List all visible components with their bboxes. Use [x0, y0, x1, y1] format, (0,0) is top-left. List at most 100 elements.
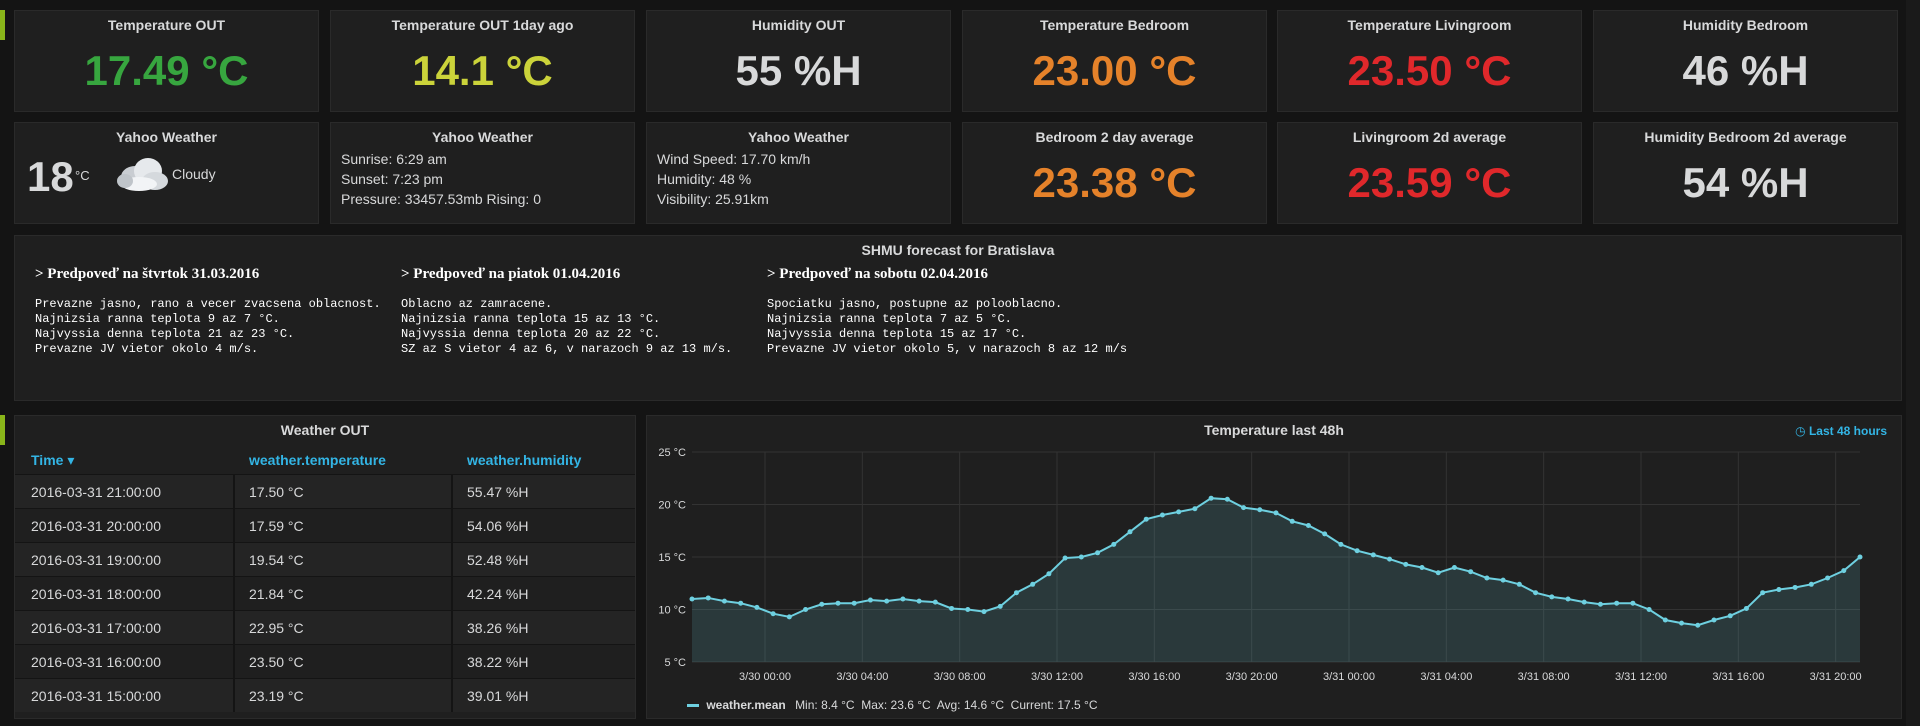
x-tick-label: 3/30 08:00	[934, 671, 986, 683]
data-point	[803, 607, 809, 612]
forecast-line: Najnizsia ranna teplota 7 az 5 °C.	[767, 312, 1012, 326]
stat-value: 46 %H	[1682, 47, 1809, 94]
data-point	[1841, 568, 1847, 574]
column-header-label: Time	[31, 452, 64, 468]
series-area	[692, 498, 1860, 662]
data-point	[1078, 554, 1084, 560]
column-header-temperature[interactable]: weather.temperature	[249, 452, 386, 468]
data-point	[1241, 505, 1247, 511]
table-row: 2016-03-31 19:00:00 19.54 °C 52.48 %H	[15, 542, 635, 576]
data-point	[1468, 569, 1474, 575]
data-point	[1387, 556, 1393, 562]
x-tick-label: 3/30 04:00	[836, 671, 888, 683]
x-tick-label: 3/31 08:00	[1518, 671, 1570, 683]
table-cell: 2016-03-31 20:00:00	[31, 518, 161, 534]
panel-title: Yahoo Weather	[116, 129, 217, 145]
forecast-line: Najvyssia denna teplota 20 az 22 °C.	[401, 327, 661, 341]
data-point	[867, 597, 873, 603]
scrollbar[interactable]	[1906, 0, 1920, 726]
data-point	[1192, 506, 1198, 512]
row-marker[interactable]	[0, 415, 5, 445]
time-range-link[interactable]: ◷ Last 48 hours	[1795, 424, 1887, 438]
data-point	[705, 595, 711, 601]
forecast-heading: > Predpoveď na štvrtok 31.03.2016	[35, 266, 260, 282]
table-cell: 17.50 °C	[249, 484, 304, 500]
x-tick-label: 3/31 00:00	[1323, 671, 1375, 683]
data-point	[738, 600, 744, 606]
stat-value: 23.59 °C	[1347, 159, 1512, 206]
stat-panel: Temperature Livingroom 23.50 °C	[1277, 10, 1582, 112]
data-point	[997, 603, 1003, 609]
stat-panel: Temperature Bedroom 23.00 °C	[962, 10, 1267, 112]
column-divider	[233, 577, 235, 610]
data-point	[1581, 599, 1587, 605]
column-header-humidity[interactable]: weather.humidity	[467, 452, 582, 468]
stat-value: 23.00 °C	[1032, 47, 1197, 94]
stat-value: 55 %H	[735, 47, 862, 94]
temperature-chart[interactable]: 5 °C 10 °C 15 °C 20 °C 25 °C 3/30 00:00 3/30 0…	[647, 416, 1903, 694]
column-header-time[interactable]: Time ▾	[31, 452, 74, 469]
column-divider	[451, 679, 453, 712]
forecast-line: Spociatku jasno, postupne az polooblacno…	[767, 297, 1063, 311]
data-point	[1159, 512, 1165, 518]
panel-title: Humidity Bedroom 2d average	[1644, 129, 1847, 145]
data-point	[1711, 617, 1717, 623]
y-tick-label: 5 °C	[664, 657, 686, 669]
weather-table-panel: Weather OUT Time ▾ weather.temperature w…	[14, 415, 636, 719]
forecast-day-3: > Predpoveď na sobotu 02.04.2016 Spociat…	[767, 266, 1127, 357]
data-point	[819, 601, 825, 607]
data-point	[1630, 600, 1636, 606]
stat-value: 23.50 °C	[1347, 47, 1512, 94]
table-cell: 17.59 °C	[249, 518, 304, 534]
yahoo-sun-lines: Sunrise: 6:29 am Sunset: 7:23 pm Pressur…	[341, 149, 541, 209]
row-marker[interactable]	[0, 10, 5, 40]
data-point	[1419, 565, 1425, 570]
table-body: 2016-03-31 21:00:00 17.50 °C 55.47 %H 2016-…	[15, 474, 635, 720]
graph-legend: weather.mean Min: 8.4 °C Max: 23.6 °C Av…	[687, 698, 1098, 712]
panel-title: Temperature Bedroom	[1039, 17, 1190, 33]
yahoo-weather-sun-panel: Yahoo Weather Sunrise: 6:29 am Sunset: 7…	[330, 122, 635, 224]
data-point	[1484, 575, 1490, 581]
legend-series-name[interactable]: weather.mean	[706, 698, 786, 712]
forecast-line: Najvyssia denna teplota 21 az 23 °C.	[35, 327, 295, 341]
data-point	[1095, 550, 1101, 556]
data-point	[1338, 541, 1344, 547]
data-point	[981, 609, 987, 615]
data-point	[1111, 541, 1117, 547]
table-cell: 38.22 %H	[467, 654, 529, 670]
x-tick-label: 3/30 00:00	[739, 671, 791, 683]
forecast-line: Najnizsia ranna teplota 9 az 7 °C.	[35, 312, 280, 326]
panel-title: Yahoo Weather	[748, 129, 849, 145]
data-point	[1727, 613, 1733, 619]
panel-title: Temperature Livingroom	[1347, 17, 1512, 33]
data-point	[1614, 600, 1620, 606]
data-point	[770, 611, 776, 617]
data-point	[1792, 584, 1798, 590]
column-divider	[451, 509, 453, 542]
column-divider	[451, 475, 453, 508]
data-point	[1208, 495, 1214, 501]
yahoo-wind-lines: Wind Speed: 17.70 km/h Humidity: 48 % Vi…	[657, 149, 810, 209]
data-point	[1500, 577, 1506, 583]
table-row: 2016-03-31 18:00:00 21.84 °C 42.24 %H	[15, 576, 635, 610]
table-cell: 38.26 %H	[467, 620, 529, 636]
stat-panel: Temperature OUT 17.49 °C	[14, 10, 319, 112]
cloud-icon	[117, 158, 168, 191]
forecast-line: Prevazne JV vietor okolo 5, v narazoch 8…	[767, 342, 1128, 356]
data-point	[1435, 570, 1441, 576]
panel-title: Humidity Bedroom	[1682, 17, 1809, 33]
data-point	[1808, 581, 1814, 587]
stat-panel: Humidity OUT 55 %H	[646, 10, 951, 112]
data-point	[965, 607, 971, 612]
data-point	[949, 605, 955, 611]
column-divider	[233, 645, 235, 678]
data-point	[1370, 552, 1376, 558]
column-divider	[451, 543, 453, 576]
table-cell: 21.84 °C	[249, 586, 304, 602]
data-point	[1825, 575, 1831, 581]
x-tick-label: 3/31 04:00	[1420, 671, 1472, 683]
data-point	[1289, 518, 1295, 524]
column-divider	[451, 577, 453, 610]
panel-title: Temperature OUT 1day ago	[391, 17, 574, 33]
stat-value: 17.49 °C	[84, 47, 249, 94]
